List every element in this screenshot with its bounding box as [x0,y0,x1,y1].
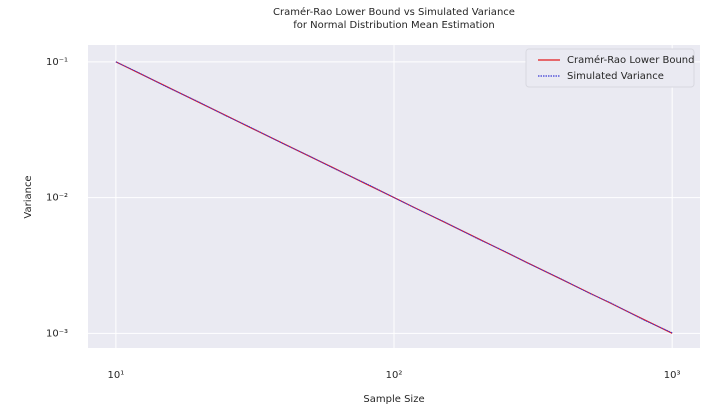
y-tick-label: 10⁻² [46,193,68,204]
legend-box [525,48,695,88]
x-tick-label: 10² [386,370,403,381]
y-tick-label: 10⁻¹ [46,57,68,68]
chart-title: Cramér-Rao Lower Bound vs Simulated Vari… [273,6,515,18]
data-line [115,61,673,334]
legend-label: Simulated Variance [567,71,664,82]
x-tick-label: 10¹ [107,370,124,381]
x-tick-label: 10³ [664,370,681,381]
y-tick-label: 10⁻³ [46,328,68,339]
chart-title: for Normal Distribution Mean Estimation [293,20,494,31]
x-axis-label: Sample Size [363,394,424,405]
y-axis-label: Variance [23,175,34,218]
legend-label: Cramér-Rao Lower Bound [567,54,695,66]
